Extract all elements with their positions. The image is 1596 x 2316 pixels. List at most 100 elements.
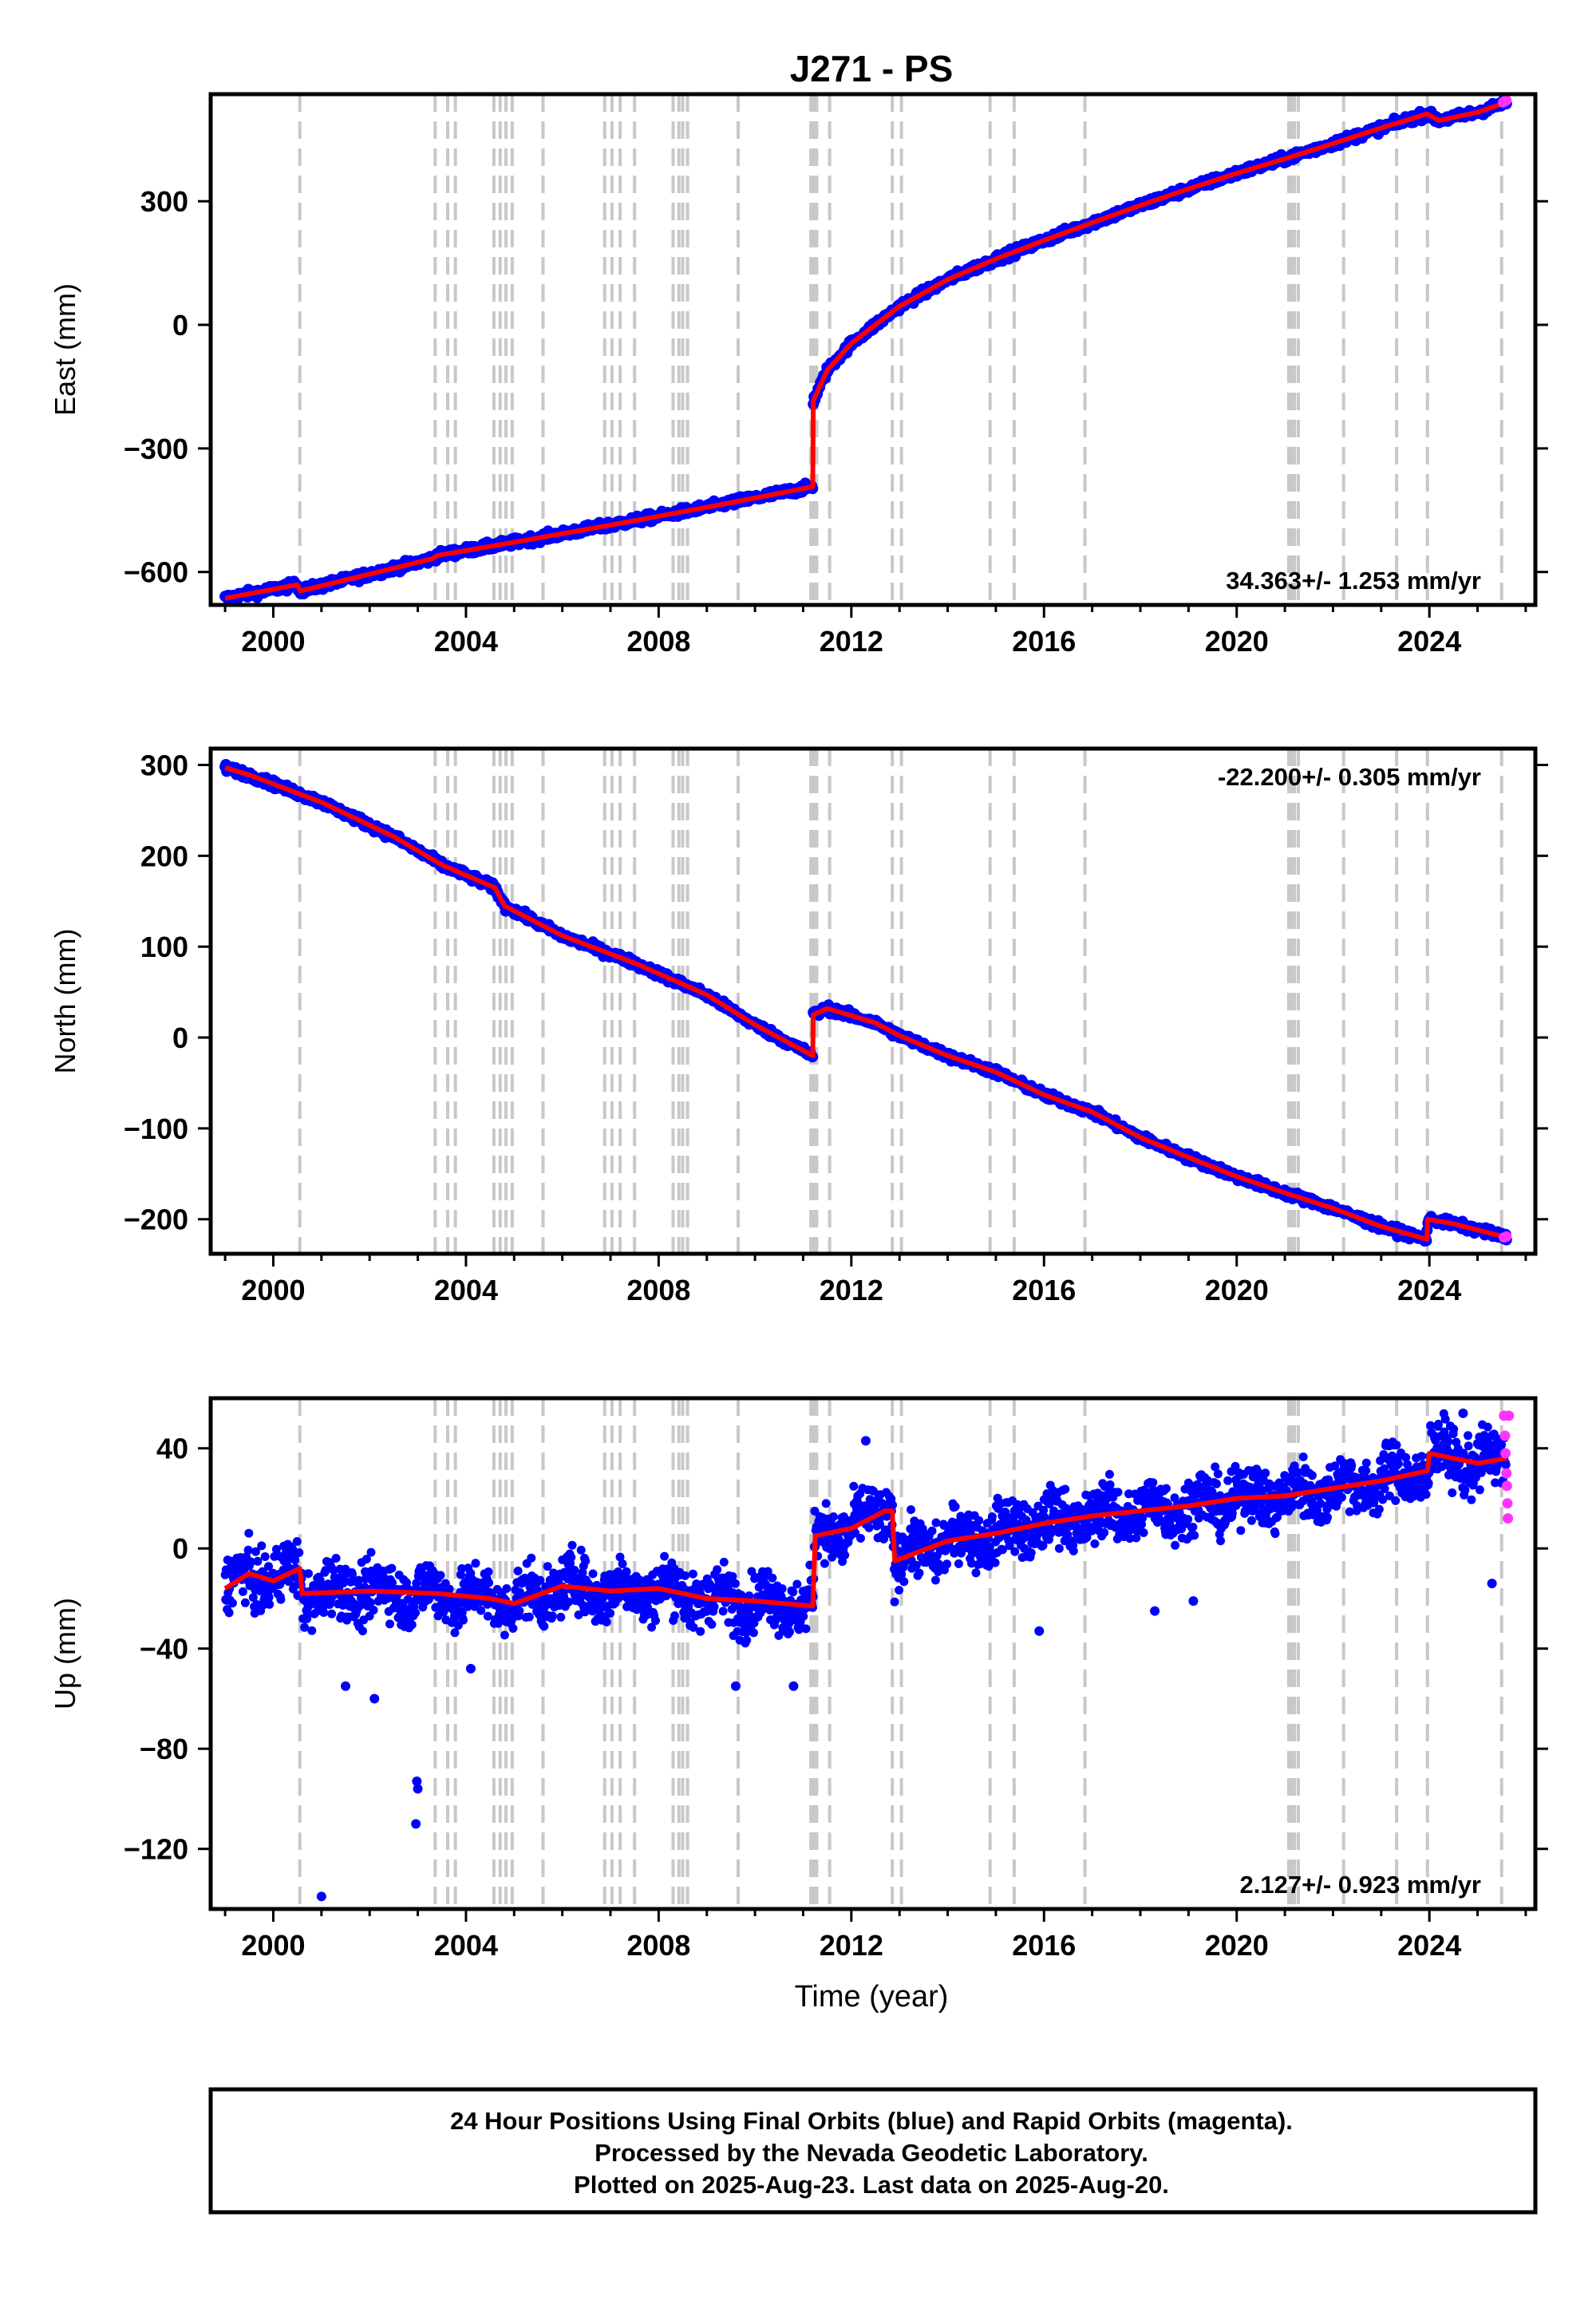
final-point	[556, 1612, 566, 1622]
final-point	[436, 1571, 445, 1580]
final-point	[508, 1623, 518, 1633]
final-point	[547, 1611, 557, 1621]
plot-area	[220, 1398, 1515, 1909]
x-tick-label: 2000	[241, 1274, 305, 1306]
final-points	[219, 94, 1512, 605]
final-point	[915, 1568, 924, 1578]
final-point	[890, 1597, 899, 1607]
final-point	[742, 1635, 752, 1645]
final-point	[763, 1567, 772, 1576]
x-tick-label: 2004	[434, 625, 498, 658]
final-point	[707, 1619, 717, 1629]
final-point	[354, 1575, 363, 1585]
final-point	[253, 1556, 263, 1566]
final-point	[535, 1575, 545, 1585]
final-point	[411, 1608, 421, 1618]
plot-area	[219, 749, 1512, 1254]
final-point	[840, 1551, 850, 1560]
rapid-points	[1498, 95, 1512, 108]
final-point	[709, 1602, 719, 1611]
final-point	[300, 1622, 310, 1632]
final-point	[444, 1584, 454, 1594]
final-point	[484, 1578, 494, 1587]
final-point	[942, 1559, 952, 1569]
x-tick-label: 2012	[820, 625, 883, 658]
x-tick-label: 2024	[1397, 625, 1461, 658]
final-point	[260, 1552, 270, 1561]
model-curve	[224, 100, 1507, 601]
final-point	[954, 1559, 963, 1568]
final-point	[290, 1582, 299, 1591]
final-point	[899, 1577, 909, 1587]
final-point	[950, 1548, 959, 1558]
final-point	[895, 1586, 904, 1595]
final-point	[821, 1499, 831, 1508]
final-point	[307, 1626, 317, 1635]
model-curve	[224, 765, 1507, 1242]
y-tick-label: 0	[172, 1022, 188, 1054]
final-point	[246, 1557, 255, 1567]
final-point	[366, 1547, 376, 1557]
rapid-point	[1501, 95, 1512, 106]
final-point	[369, 1606, 378, 1614]
x-tick-label: 2016	[1012, 625, 1076, 658]
final-point	[792, 1579, 802, 1589]
final-point	[911, 1560, 921, 1570]
final-point	[513, 1567, 523, 1575]
final-point	[502, 1584, 512, 1593]
final-point	[606, 1608, 615, 1618]
final-point	[918, 1524, 927, 1534]
final-point	[484, 1567, 493, 1576]
final-point	[719, 1557, 729, 1567]
final-point	[971, 1568, 981, 1578]
final-point	[319, 1608, 329, 1617]
final-point	[471, 1559, 480, 1568]
plot-frame	[208, 92, 1538, 607]
final-point	[829, 1512, 838, 1521]
final-point	[930, 1575, 940, 1585]
y-tick-label: −200	[124, 1203, 188, 1236]
final-point	[849, 1481, 859, 1491]
final-point	[713, 1565, 722, 1575]
rapid-point	[1501, 1231, 1512, 1242]
final-point	[327, 1609, 337, 1618]
final-point	[288, 1544, 298, 1554]
final-point	[801, 1624, 811, 1634]
final-point	[459, 1615, 468, 1625]
x-tick-label: 2016	[1012, 1274, 1076, 1306]
final-point	[647, 1622, 656, 1632]
final-point	[264, 1592, 274, 1602]
final-point	[950, 1502, 960, 1512]
final-point	[292, 1537, 302, 1546]
final-point	[875, 1520, 885, 1529]
up-panel: 2000 2004 2008 2012 2016 2020 2024−120−80−4004…	[49, 1396, 1548, 1962]
final-point	[879, 1535, 888, 1543]
final-point	[567, 1552, 576, 1562]
final-point	[615, 1552, 625, 1562]
y-tick-label: 0	[172, 309, 188, 342]
final-point	[984, 1562, 994, 1571]
final-point	[450, 1628, 460, 1638]
east-panel: 2000 2004 2008 2012 2016 2020 2024−600−3000300…	[49, 92, 1548, 658]
x-tick-label: 2024	[1397, 1274, 1461, 1306]
final-point	[576, 1545, 586, 1555]
final-point	[990, 1558, 1000, 1567]
final-point	[365, 1598, 375, 1607]
final-point	[851, 1528, 860, 1538]
final-point	[856, 1534, 865, 1543]
final-point	[302, 1610, 312, 1619]
final-point	[407, 1620, 417, 1630]
y-tick-label: −100	[124, 1113, 188, 1145]
final-point	[358, 1626, 367, 1636]
final-point	[888, 1500, 898, 1510]
final-point	[476, 1606, 486, 1615]
x-tick-label: 2000	[241, 625, 305, 658]
rate-label: 34.363+/- 1.253 mm/yr	[1226, 567, 1481, 595]
x-tick-label: 2020	[1205, 625, 1269, 658]
y-tick-label: −300	[124, 433, 188, 465]
final-point	[728, 1571, 737, 1581]
final-point	[622, 1567, 631, 1576]
rapid-points	[1499, 1231, 1512, 1243]
final-point	[785, 1627, 794, 1637]
